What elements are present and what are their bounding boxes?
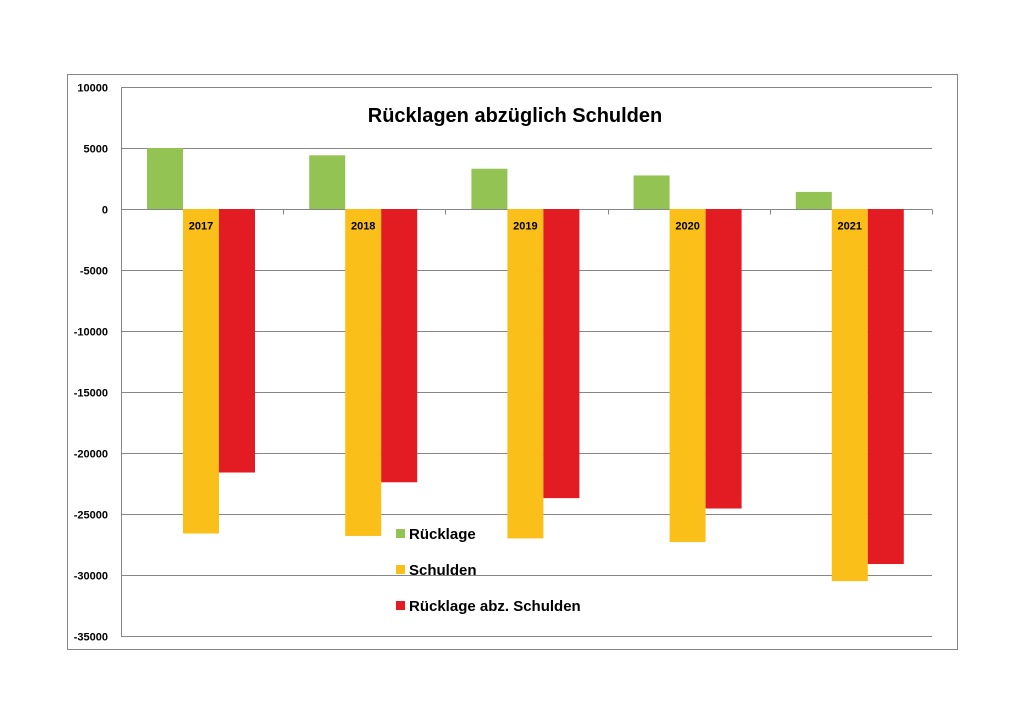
y-tick-label: 10000 <box>77 83 108 95</box>
bar <box>543 209 580 499</box>
category-label: 2020 <box>675 221 699 233</box>
bar <box>381 209 418 483</box>
y-tick-label: -10000 <box>74 327 108 339</box>
category-labels: 2017 2018 2019 2020 2021 <box>189 221 862 233</box>
bar <box>831 209 868 582</box>
bar <box>633 175 670 209</box>
bar <box>795 191 832 209</box>
y-tick-label: -25000 <box>74 510 108 522</box>
category-label: 2019 <box>513 221 537 233</box>
bars <box>147 148 904 582</box>
bar <box>309 155 346 209</box>
category-label: 2017 <box>189 221 213 233</box>
y-tick-label: -35000 <box>74 632 108 644</box>
bar <box>705 209 742 509</box>
bar <box>147 148 183 209</box>
bar <box>669 209 706 543</box>
y-axis: 10000 5000 0 -5000 -10000 -15000 -20000 -25000 -… <box>74 83 933 644</box>
legend-label: Schulden <box>409 562 477 579</box>
legend-swatch <box>396 529 405 538</box>
category-label: 2021 <box>838 221 862 233</box>
bar <box>867 209 904 565</box>
chart-title: Rücklagen abzüglich Schulden <box>368 105 663 127</box>
y-tick-label: -5000 <box>80 266 108 278</box>
y-tick-label: 0 <box>102 205 108 217</box>
y-tick-label: -30000 <box>74 571 108 583</box>
legend: Rücklage Schulden Rücklage abz. Schulden <box>396 526 581 615</box>
grid <box>121 87 932 637</box>
y-tick-label: 5000 <box>84 144 108 156</box>
category-label: 2018 <box>351 221 375 233</box>
legend-label: Rücklage <box>409 526 476 543</box>
legend-swatch <box>396 601 405 610</box>
bar <box>471 168 508 209</box>
legend-swatch <box>396 565 405 574</box>
y-tick-label: -15000 <box>74 388 108 400</box>
bar <box>345 209 382 536</box>
y-tick-label: -20000 <box>74 449 108 461</box>
bar <box>183 209 219 534</box>
bar <box>219 209 255 473</box>
legend-label: Rücklage abz. Schulden <box>409 598 581 615</box>
bar <box>507 209 544 539</box>
